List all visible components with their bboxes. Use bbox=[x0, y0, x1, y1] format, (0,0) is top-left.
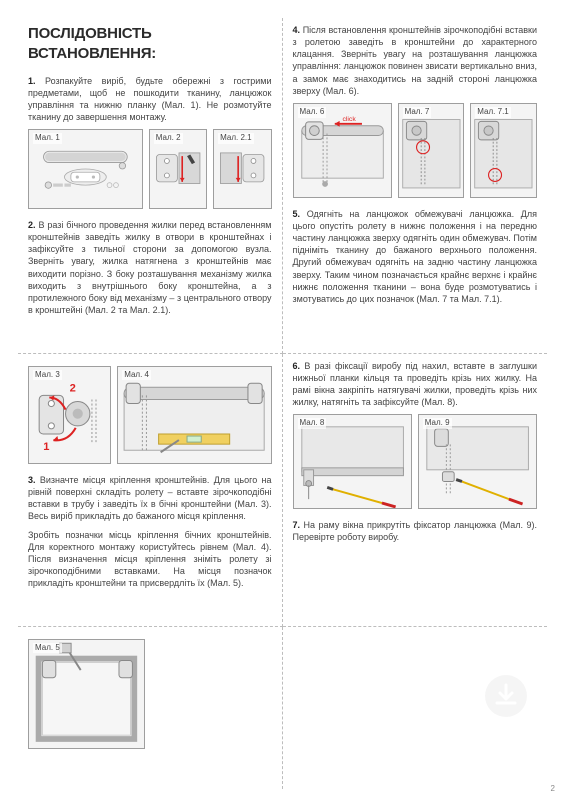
fig-label: Мал. 5 bbox=[33, 643, 62, 654]
step-7-text: 7. На раму вікна прикрутіть фіксатор лан… bbox=[293, 519, 538, 543]
step-2-text: 2. В разі бічного проведення жилки перед… bbox=[28, 219, 272, 316]
figure-3: Мал. 3 2 1 bbox=[28, 366, 111, 464]
fig-row-5: Мал. 5 bbox=[28, 639, 272, 749]
cell-fig5: Мал. 5 bbox=[18, 627, 283, 789]
cell-step6-7: 6. В разі фіксації виробу під нахил, вст… bbox=[283, 354, 548, 627]
fig-label: Мал. 6 bbox=[298, 107, 327, 118]
figure-4: Мал. 4 bbox=[117, 366, 271, 464]
cell-empty-watermark bbox=[283, 627, 548, 789]
fig-label: Мал. 3 bbox=[33, 370, 62, 381]
figure-7-1: Мал. 7.1 bbox=[470, 103, 537, 198]
svg-text:2: 2 bbox=[70, 382, 76, 394]
step-5-text: 5. Одягніть на ланцюжок обмежувачі ланцю… bbox=[293, 208, 538, 305]
step-1-text: 1. Розпакуйте виріб, будьте обережні з г… bbox=[28, 75, 272, 124]
fig-label: Мал. 9 bbox=[423, 418, 452, 429]
page-title: ПОСЛІДОВНІСТЬ ВСТАНОВЛЕННЯ: bbox=[28, 24, 272, 65]
cell-step4-5: 4. Після встановлення кронштейнів зірочк… bbox=[283, 18, 548, 354]
watermark-icon bbox=[483, 673, 529, 719]
fig-label: Мал. 4 bbox=[122, 370, 151, 381]
step-6-text: 6. В разі фіксації виробу під нахил, вст… bbox=[293, 360, 538, 409]
fig-label: Мал. 2.1 bbox=[218, 133, 253, 144]
step-3b-text: Зробіть позначки місць кріплення бічних … bbox=[28, 529, 272, 590]
fig-row-1: Мал. 1 Мал. 2 bbox=[28, 129, 272, 209]
page-number: 2 bbox=[551, 784, 555, 793]
fig-label: Мал. 7 bbox=[403, 107, 432, 118]
figure-2: Мал. 2 bbox=[149, 129, 207, 209]
fig-row-3-4: Мал. 3 2 1 Мал. 4 bbox=[28, 366, 272, 464]
figure-1: Мал. 1 bbox=[28, 129, 143, 209]
fig-row-6-7: Мал. 6 click Мал. 7 bbox=[293, 103, 538, 198]
figure-8: Мал. 8 bbox=[293, 414, 412, 509]
cell-step3: Мал. 3 2 1 Мал. 4 bbox=[18, 354, 283, 627]
figure-9: Мал. 9 bbox=[418, 414, 537, 509]
step-4-text: 4. Після встановлення кронштейнів зірочк… bbox=[293, 24, 538, 97]
fig-label: Мал. 8 bbox=[298, 418, 327, 429]
fig-label: Мал. 1 bbox=[33, 133, 62, 144]
figure-2-1: Мал. 2.1 bbox=[213, 129, 271, 209]
svg-text:1: 1 bbox=[43, 441, 49, 453]
figure-7: Мал. 7 bbox=[398, 103, 465, 198]
svg-text:click: click bbox=[342, 116, 356, 123]
fig-label: Мал. 2 bbox=[154, 133, 183, 144]
figure-6: Мал. 6 click bbox=[293, 103, 392, 198]
cell-step1-2: ПОСЛІДОВНІСТЬ ВСТАНОВЛЕННЯ: 1. Розпакуйт… bbox=[18, 18, 283, 354]
fig-row-8-9: Мал. 8 Мал. 9 bbox=[293, 414, 538, 509]
figure-5: Мал. 5 bbox=[28, 639, 145, 749]
step-3a-text: 3. Визначте місця кріплення кронштейнів.… bbox=[28, 474, 272, 523]
fig-label: Мал. 7.1 bbox=[475, 107, 510, 118]
page-grid: ПОСЛІДОВНІСТЬ ВСТАНОВЛЕННЯ: 1. Розпакуйт… bbox=[0, 0, 565, 799]
